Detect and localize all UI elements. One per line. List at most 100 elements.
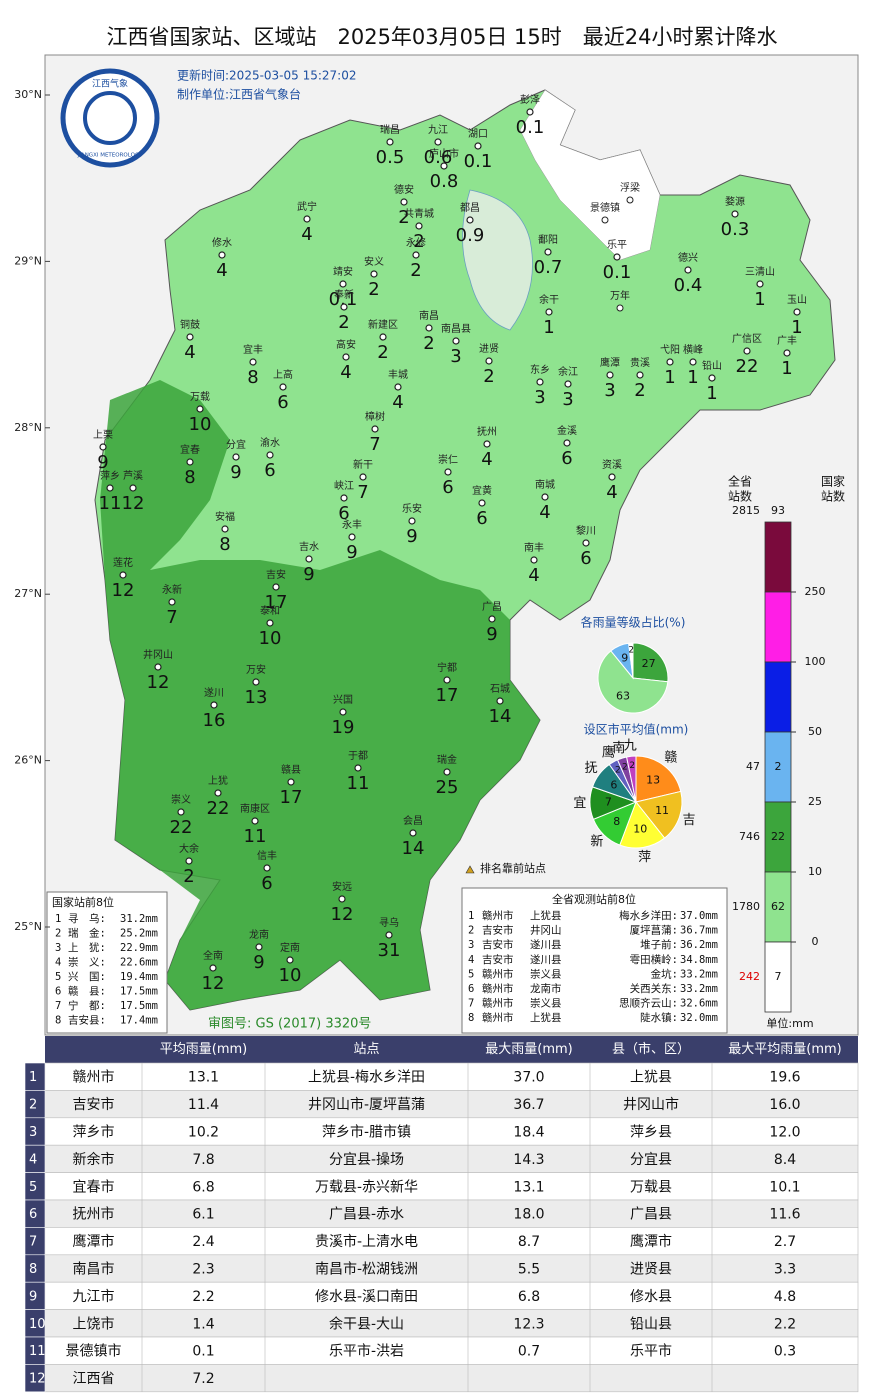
box-cell: 17.4mm [120, 1015, 158, 1027]
station-marker [756, 280, 764, 288]
pie-value: 2 [622, 762, 628, 772]
pie-slice [632, 642, 669, 683]
box-cell: 19.4mm [120, 971, 158, 983]
station-marker [186, 333, 194, 341]
station-marker [452, 337, 460, 345]
station-value: 3 [604, 380, 615, 401]
station-marker [415, 222, 423, 230]
table-cell: 九江市 [73, 1288, 115, 1305]
station-name: 奉新 [334, 288, 354, 301]
station-name: 鹰潭 [600, 356, 620, 369]
pie-value: 63 [616, 689, 630, 702]
station-marker [266, 451, 274, 459]
station-value: 6 [264, 460, 275, 481]
pie-value: 8 [613, 815, 620, 828]
station-name: 瑞金 [437, 753, 457, 766]
table-cell: 江西省 [73, 1371, 115, 1387]
station-name: 乐安 [402, 502, 422, 515]
station-marker [214, 789, 222, 797]
station-value: 12 [112, 580, 135, 601]
pie-value: 10 [633, 822, 647, 835]
table-cell: 井冈山市 [623, 1096, 679, 1113]
station-name: 信丰 [257, 849, 277, 862]
station-marker [440, 162, 448, 170]
province-total: 2815 [732, 504, 760, 517]
station-name: 三清山 [745, 265, 775, 278]
table-cell: 广昌县 [630, 1207, 672, 1223]
rank: 9 [29, 1289, 37, 1304]
station-marker [99, 443, 107, 451]
station-name: 宜丰 [243, 343, 263, 356]
station-marker [474, 142, 482, 150]
station-name: 德兴 [678, 251, 698, 264]
threshold-label: 250 [805, 585, 826, 598]
table-cell: 7.2 [192, 1371, 214, 1387]
station-marker [177, 808, 185, 816]
station-marker [743, 347, 751, 355]
station-name: 遂川 [204, 686, 224, 699]
station-value: 2 [483, 366, 494, 387]
station-name: 龙南 [249, 928, 269, 941]
color-bin [764, 801, 792, 873]
national-count: 2 [775, 760, 782, 773]
station-value: 6 [442, 477, 453, 498]
station-value: 2 [423, 333, 434, 354]
station-value: 7 [166, 607, 177, 628]
national-count: 22 [771, 830, 785, 843]
box-cell: 4 [468, 954, 474, 966]
table-cell: 3.3 [774, 1262, 796, 1278]
table-cell: 4.8 [774, 1289, 796, 1305]
station-name: 资溪 [602, 459, 622, 471]
table-cell: 8.7 [518, 1234, 540, 1250]
station-value: 19 [332, 717, 355, 738]
station-value: 4 [481, 449, 492, 470]
station-value: 0.3 [721, 219, 750, 240]
box-cell: 2 [468, 925, 474, 937]
station-value: 4 [528, 565, 539, 586]
station-marker [400, 198, 408, 206]
station-value: 11 [347, 773, 370, 794]
logo [60, 68, 160, 168]
station-marker [394, 383, 402, 391]
station-name: 分宜 [226, 438, 246, 451]
table-cell: 上犹县-梅水乡洋田 [308, 1070, 425, 1086]
station-marker [412, 251, 420, 259]
station-marker [666, 358, 674, 366]
station-name: 吉水 [299, 541, 319, 553]
table-header: 站点 [353, 1042, 379, 1057]
station-value: 2 [398, 207, 409, 228]
pie-name: 鹰 [602, 745, 615, 761]
lat-label: 25°N [14, 920, 42, 933]
station-value: 2 [410, 260, 421, 281]
station-name: 南昌县 [441, 322, 471, 335]
table-cell: 萍乡县 [630, 1125, 672, 1141]
station-name: 崇义 [171, 794, 191, 806]
station-name: 湖口 [468, 128, 488, 140]
station-name: 抚州 [477, 426, 497, 438]
table-cell: 赣州市 [73, 1069, 115, 1086]
station-value: 0.1 [603, 262, 632, 283]
pie-name: 宜 [573, 796, 586, 811]
color-bin [764, 871, 792, 943]
station-value: 12 [122, 493, 145, 514]
light-area [519, 89, 661, 261]
station-marker [129, 484, 137, 492]
station-value: 2 [338, 312, 349, 333]
pie-title: 设区市平均值(mm) [584, 722, 689, 737]
station-value: 2 [634, 380, 645, 401]
station-value: 2 [183, 866, 194, 887]
box-title: 全省观测站前8位 [552, 892, 636, 906]
station-marker [251, 817, 259, 825]
box-cell: 遂川县 [530, 938, 562, 951]
national-count: 7 [775, 970, 782, 983]
table-cell: 南昌市-松湖钱洲 [315, 1261, 418, 1278]
station-name: 广昌 [482, 601, 502, 613]
table-cell: 进贤县 [630, 1262, 672, 1278]
station-name: 永修 [406, 236, 426, 249]
station-marker [408, 517, 416, 525]
station-marker [185, 857, 193, 865]
station-marker [338, 895, 346, 903]
lat-label: 30°N [14, 88, 42, 101]
station-marker [232, 453, 240, 461]
station-name: 靖安 [333, 265, 353, 278]
